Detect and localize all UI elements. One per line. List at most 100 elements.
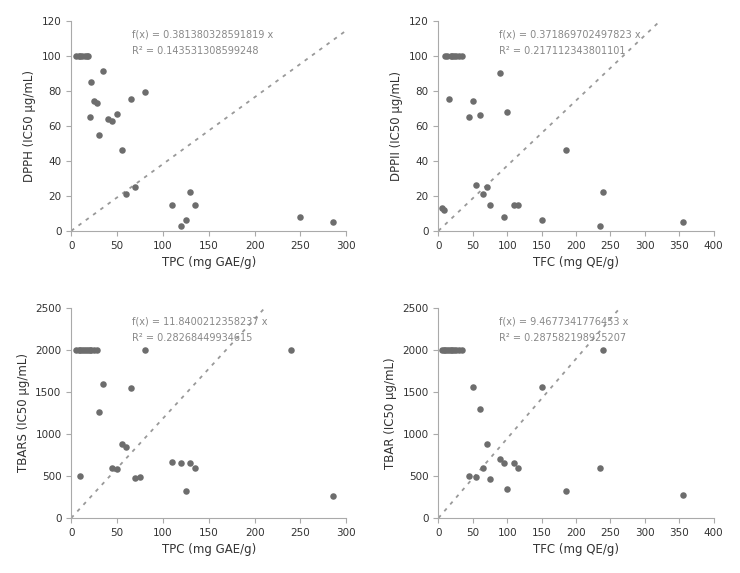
Point	[441, 346, 453, 355]
Point	[125, 95, 137, 104]
Point	[98, 67, 110, 76]
Point	[326, 492, 338, 501]
Point	[76, 346, 88, 355]
Point	[76, 51, 88, 60]
Point	[73, 346, 84, 355]
Y-axis label: TBAR (IC50 μg/mL): TBAR (IC50 μg/mL)	[384, 357, 397, 469]
Point	[598, 188, 610, 197]
Point	[450, 51, 462, 60]
Text: R² = 0.287582198925207: R² = 0.287582198925207	[499, 333, 626, 343]
Point	[481, 182, 493, 191]
Text: f(x) = 0.381380328591819 x: f(x) = 0.381380328591819 x	[132, 29, 273, 39]
Point	[189, 463, 201, 472]
X-axis label: TPC (mg GAE/g): TPC (mg GAE/g)	[161, 543, 256, 556]
Point	[75, 472, 87, 481]
Point	[508, 458, 520, 467]
Point	[498, 212, 510, 221]
Point	[448, 51, 460, 60]
Point	[88, 97, 100, 106]
Point	[184, 188, 196, 197]
Point	[73, 51, 84, 60]
Point	[676, 490, 688, 500]
Point	[175, 459, 187, 468]
Point	[494, 69, 506, 78]
Point	[450, 346, 462, 355]
Point	[84, 346, 95, 355]
Point	[175, 221, 187, 230]
Point	[75, 51, 87, 60]
Point	[166, 200, 178, 209]
Point	[494, 454, 506, 464]
Point	[477, 463, 489, 472]
Point	[102, 114, 114, 123]
Point	[445, 346, 457, 355]
Point	[82, 346, 94, 355]
Point	[166, 457, 178, 466]
Point	[326, 218, 338, 227]
Point	[446, 51, 458, 60]
Point	[453, 51, 465, 60]
Point	[436, 203, 448, 213]
Point	[441, 51, 453, 60]
Point	[484, 200, 496, 209]
Point	[440, 346, 451, 355]
Point	[84, 112, 95, 121]
Point	[85, 77, 97, 87]
Point	[471, 472, 482, 481]
Point	[115, 146, 127, 155]
Point	[78, 346, 90, 355]
Point	[477, 190, 489, 199]
Point	[471, 180, 482, 190]
Y-axis label: DPPH (IC50 μg/mL): DPPH (IC50 μg/mL)	[23, 70, 36, 182]
Point	[594, 221, 606, 230]
Point	[107, 116, 118, 125]
Text: R² = 0.28268449934615: R² = 0.28268449934615	[132, 333, 252, 343]
Point	[511, 200, 523, 209]
Point	[443, 346, 454, 355]
Point	[446, 346, 458, 355]
Point	[180, 216, 192, 225]
Point	[81, 51, 92, 60]
Text: R² = 0.217112343801101: R² = 0.217112343801101	[499, 46, 625, 56]
Point	[70, 346, 81, 355]
Point	[189, 200, 201, 209]
Point	[474, 111, 485, 120]
Point	[180, 486, 192, 496]
Point	[91, 346, 103, 355]
Y-axis label: DPPII (IC50 μg/mL): DPPII (IC50 μg/mL)	[391, 70, 403, 180]
Point	[536, 382, 548, 391]
Text: R² = 0.143531308599248: R² = 0.143531308599248	[132, 46, 258, 56]
Point	[463, 112, 475, 121]
Point	[75, 346, 87, 355]
Point	[536, 216, 548, 225]
Point	[445, 51, 457, 60]
Point	[92, 407, 104, 417]
Point	[295, 212, 306, 221]
Point	[111, 465, 123, 474]
Point	[676, 218, 688, 227]
Point	[286, 346, 297, 355]
Point	[511, 463, 523, 472]
Point	[79, 51, 91, 60]
Point	[436, 346, 448, 355]
X-axis label: TPC (mg GAE/g): TPC (mg GAE/g)	[161, 256, 256, 269]
Point	[80, 346, 92, 355]
Text: f(x) = 9.4677341776453 x: f(x) = 9.4677341776453 x	[499, 316, 628, 326]
Point	[501, 484, 513, 493]
Point	[467, 97, 479, 106]
Point	[467, 382, 479, 391]
Point	[98, 379, 110, 388]
X-axis label: TFC (mg QE/g): TFC (mg QE/g)	[533, 256, 619, 269]
Point	[559, 486, 571, 496]
Text: f(x) = 0.371869702497823 x: f(x) = 0.371869702497823 x	[499, 29, 641, 39]
Point	[453, 346, 465, 355]
Point	[498, 459, 510, 468]
Point	[70, 51, 81, 60]
Point	[443, 95, 454, 104]
Point	[138, 346, 150, 355]
Point	[107, 463, 118, 472]
Point	[598, 346, 610, 355]
Point	[474, 404, 485, 413]
Point	[438, 205, 450, 214]
Point	[121, 442, 132, 451]
